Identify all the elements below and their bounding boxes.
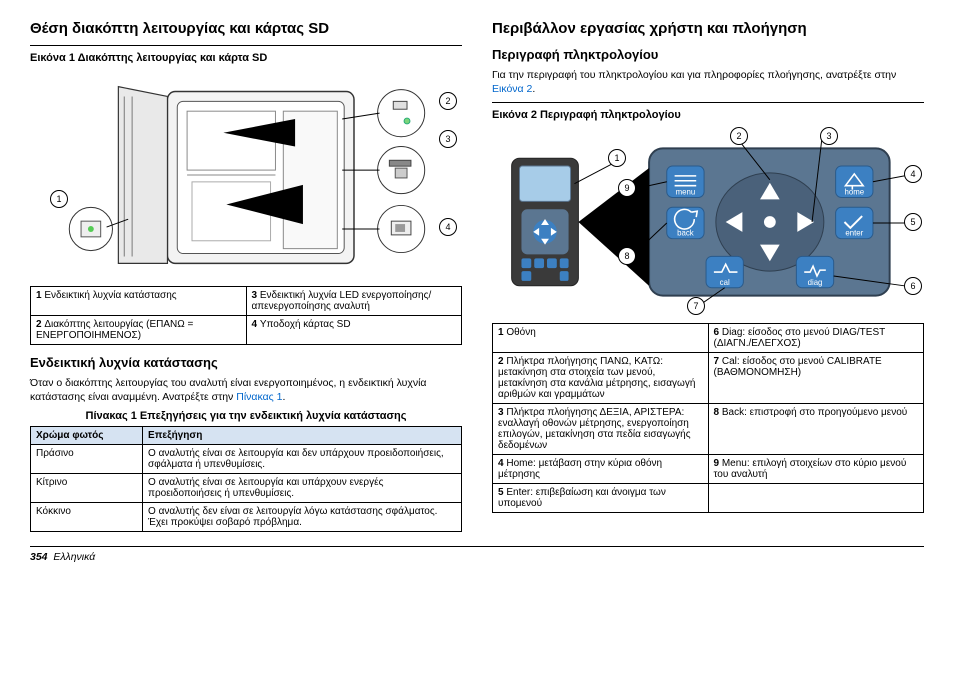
fig2-link[interactable]: Εικόνα 2: [492, 83, 532, 95]
fig1-legend-table: 1 Ενδεικτική λυχνία κατάστασης 3 Ενδεικτ…: [30, 286, 462, 345]
svg-text:home: home: [844, 188, 864, 197]
table-1: Χρώμα φωτός Επεξήγηση ΠράσινοΟ αναλυτής …: [30, 426, 462, 532]
fig2-legend-table: 1 Οθόνη 6 Diag: είσοδος στο μενού DIAG/T…: [492, 323, 924, 513]
status-h3: Ενδεικτική λυχνία κατάστασης: [30, 355, 462, 370]
page-footer: 354 Ελληνικά: [30, 546, 924, 563]
fig1-callout-4: 4: [439, 218, 457, 236]
right-column: Περιβάλλον εργασίας χρήστη και πλοήγηση …: [492, 20, 924, 532]
left-column: Θέση διακόπτη λειτουργίας και κάρτας SD …: [30, 20, 462, 532]
svg-text:enter: enter: [845, 229, 863, 238]
keypad-h3: Περιγραφή πληκτρολογίου: [492, 47, 924, 62]
status-para: Όταν ο διακόπτης λειτουργίας του αναλυτή…: [30, 376, 462, 404]
fig1-caption: Εικόνα 1 Διακόπτης λειτουργίας και κάρτα…: [30, 52, 462, 64]
right-h2: Περιβάλλον εργασίας χρήστη και πλοήγηση: [492, 20, 924, 37]
table1-link[interactable]: Πίνακας 1: [236, 391, 282, 403]
fig1-callout-1: 1: [50, 190, 68, 208]
svg-text:cal: cal: [720, 278, 730, 287]
fig2-caption: Εικόνα 2 Περιγραφή πληκτρολογίου: [492, 109, 924, 121]
fig1-callout-2: 2: [439, 92, 457, 110]
figure-2: menu home back enter cal diag: [492, 127, 924, 317]
fig1-callout-3: 3: [439, 130, 457, 148]
svg-text:diag: diag: [808, 278, 823, 287]
keypad-para: Για την περιγραφή του πληκτρολογίου και …: [492, 68, 924, 96]
svg-text:back: back: [677, 229, 694, 238]
svg-text:menu: menu: [676, 188, 696, 197]
figure-1: 1 2 3 4: [30, 70, 462, 280]
left-h2: Θέση διακόπτη λειτουργίας και κάρτας SD: [30, 20, 462, 37]
table1-title: Πίνακας 1 Επεξηγήσεις για την ενδεικτική…: [30, 410, 462, 422]
